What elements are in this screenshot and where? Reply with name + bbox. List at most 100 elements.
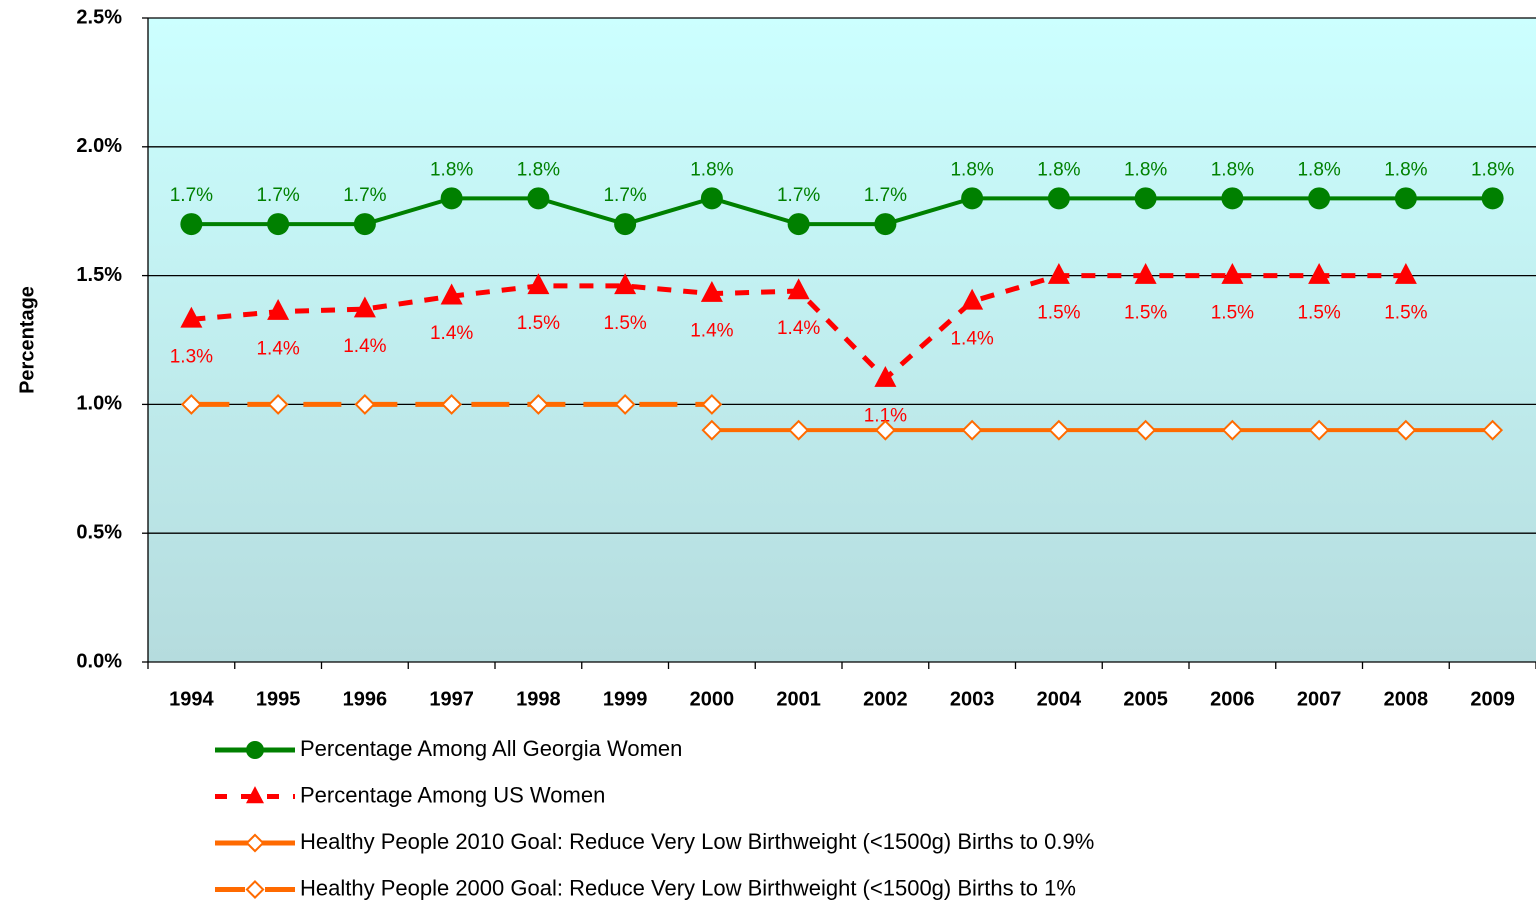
data-label: 1.7%: [777, 185, 820, 206]
marker: [1481, 187, 1504, 210]
x-tick-label: 1999: [603, 688, 648, 710]
marker: [1048, 419, 1070, 441]
x-tick-label: 2007: [1297, 688, 1342, 710]
data-label: 1.3%: [170, 346, 213, 367]
marker: [700, 187, 723, 210]
marker: [1394, 187, 1417, 210]
marker: [354, 393, 376, 415]
marker: [614, 213, 637, 236]
data-label: 1.7%: [603, 185, 646, 206]
marker: [245, 833, 265, 853]
marker: [1134, 262, 1157, 284]
marker: [180, 393, 202, 415]
legend-label: Percentage Among All Georgia Women: [300, 736, 682, 761]
marker: [1482, 419, 1504, 441]
x-tick-label: 1995: [256, 688, 301, 710]
data-label: 1.5%: [603, 313, 646, 334]
marker: [440, 187, 463, 210]
x-tick-label: 2004: [1037, 688, 1082, 710]
marker: [440, 283, 463, 305]
marker: [246, 786, 264, 804]
marker: [180, 306, 203, 328]
marker: [614, 393, 636, 415]
marker: [1134, 187, 1157, 210]
data-label: 1.8%: [1124, 159, 1167, 180]
marker: [1221, 419, 1243, 441]
marker: [267, 213, 290, 236]
x-tick-label: 2005: [1123, 688, 1168, 710]
data-label: 1.4%: [256, 339, 299, 360]
marker: [527, 273, 550, 295]
x-tick-label: 2001: [776, 688, 821, 710]
data-label: 1.8%: [1471, 159, 1514, 180]
marker: [961, 187, 984, 210]
data-label: 1.4%: [950, 328, 993, 349]
marker: [1308, 419, 1330, 441]
data-label: 1.4%: [777, 318, 820, 339]
x-tick-label: 1998: [516, 688, 561, 710]
x-tick-label: 1994: [169, 688, 214, 710]
marker: [874, 419, 896, 441]
marker: [1395, 419, 1417, 441]
marker: [353, 296, 376, 318]
x-tick-label: 2006: [1210, 688, 1255, 710]
data-label: 1.5%: [1211, 303, 1254, 324]
legend-label: Healthy People 2000 Goal: Reduce Very Lo…: [300, 875, 1076, 900]
marker: [614, 273, 637, 295]
marker: [441, 393, 463, 415]
marker: [527, 393, 549, 415]
marker: [180, 213, 203, 236]
x-tick-label: 2009: [1470, 688, 1515, 710]
x-tick-label: 2000: [690, 688, 735, 710]
marker: [1221, 187, 1244, 210]
y-tick-label: 0.0%: [76, 650, 122, 672]
plot-area: [148, 18, 1536, 662]
marker: [701, 419, 723, 441]
legend-label: Percentage Among US Women: [300, 782, 605, 807]
data-label: 1.5%: [517, 313, 560, 334]
marker: [1221, 262, 1244, 284]
marker: [267, 299, 290, 320]
data-label: 1.7%: [256, 185, 299, 206]
marker: [246, 741, 264, 759]
data-label: 1.8%: [517, 159, 560, 180]
legend-label: Healthy People 2010 Goal: Reduce Very Lo…: [300, 829, 1094, 854]
marker: [1308, 187, 1331, 210]
x-tick-label: 2002: [863, 688, 908, 710]
data-label: 1.4%: [343, 336, 386, 357]
marker: [961, 419, 983, 441]
marker: [1047, 262, 1070, 284]
x-tick-label: 1996: [343, 688, 388, 710]
x-tick-label: 2008: [1384, 688, 1429, 710]
x-tick-label: 1997: [429, 688, 474, 710]
marker: [874, 365, 897, 387]
marker: [787, 278, 810, 300]
data-label: 1.8%: [1297, 159, 1340, 180]
marker: [788, 419, 810, 441]
marker: [701, 393, 723, 415]
data-label: 1.8%: [430, 159, 473, 180]
marker: [1308, 262, 1331, 284]
y-tick-label: 2.0%: [76, 135, 122, 157]
y-tick-label: 0.5%: [76, 521, 122, 543]
data-label: 1.8%: [1211, 159, 1254, 180]
marker: [353, 213, 376, 236]
x-tick-label: 2003: [950, 688, 995, 710]
data-label: 1.1%: [864, 406, 907, 427]
data-label: 1.5%: [1297, 303, 1340, 324]
marker: [245, 879, 265, 900]
y-tick-label: 2.5%: [76, 6, 122, 28]
data-label: 1.5%: [1037, 303, 1080, 324]
data-label: 1.8%: [1037, 159, 1080, 180]
data-label: 1.5%: [1384, 303, 1427, 324]
marker: [527, 187, 550, 210]
marker: [874, 213, 897, 236]
y-axis-label: Percentage: [16, 286, 38, 394]
y-tick-label: 1.0%: [76, 393, 122, 415]
y-tick-label: 1.5%: [76, 264, 122, 286]
data-label: 1.7%: [864, 185, 907, 206]
data-label: 1.5%: [1124, 303, 1167, 324]
series-line: [191, 196, 1493, 227]
data-label: 1.4%: [430, 323, 473, 344]
